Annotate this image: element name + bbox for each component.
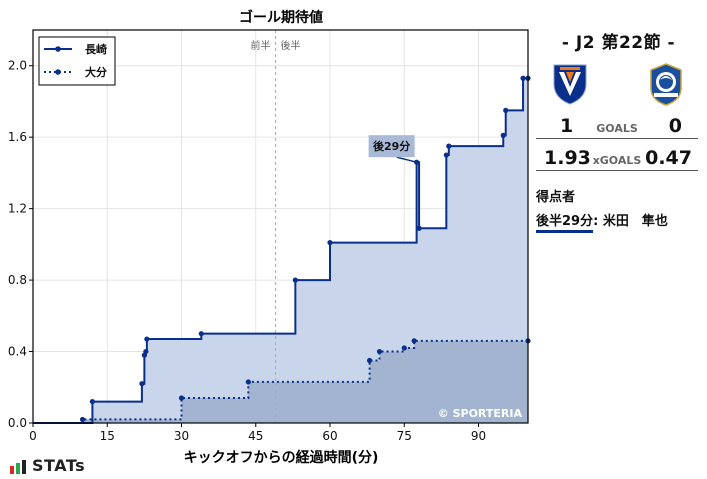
series-1-point-4	[376, 348, 383, 355]
x-tick-label-4: 60	[322, 429, 337, 443]
scorer-entry: 後半29分: 米田 隼也	[536, 210, 668, 233]
first-half-label: 前半	[251, 39, 271, 52]
y-tick-label-1: 0.4	[8, 345, 27, 359]
stats-bars-icon	[10, 460, 26, 474]
legend-label-1: 大分	[85, 65, 107, 79]
area-fill-series-1	[33, 340, 528, 423]
y-tick-label-2: 0.8	[8, 273, 27, 287]
series-0-point-5	[198, 331, 204, 337]
x-tick-label-2: 30	[174, 429, 189, 443]
legend-marker-1	[55, 69, 61, 75]
area-fills	[33, 78, 528, 424]
scorers-title: 得点者	[536, 190, 576, 205]
series-0-point-6	[292, 277, 298, 283]
area-fill-series-0	[33, 78, 528, 424]
series-0-point-0	[89, 398, 95, 405]
series-1-point-3	[367, 357, 373, 364]
y-tick-label-3: 1.2	[8, 202, 27, 216]
y-tick-label-4: 1.6	[8, 130, 27, 144]
legend-label-0: 長崎	[85, 42, 107, 56]
series-0-point-10	[443, 152, 449, 158]
halftime-marker: 前半 後半	[251, 30, 301, 423]
series-1-point-0	[79, 416, 86, 423]
series-0-point-7	[327, 239, 333, 246]
xgoals-row: 1.93 xGOALS 0.47	[536, 147, 698, 171]
annotation-pointer-0	[396, 156, 417, 163]
x-tick-label-3: 45	[248, 429, 263, 443]
series-1-point-5	[401, 345, 407, 351]
match-title: - J2 第22節 -	[561, 33, 676, 53]
away-goals: 0	[668, 115, 682, 137]
scorer-name: : 米田 隼也	[593, 214, 668, 229]
goals-row: 1 GOALS 0	[536, 115, 698, 139]
x-axis-label: キックオフからの経過時間(分)	[184, 449, 379, 466]
series-1-point-6	[411, 338, 417, 344]
scorer-time: 後半29分	[536, 214, 594, 233]
chart-title: ゴール期待値	[239, 9, 323, 26]
v-varen-nagasaki-crest-icon	[553, 64, 587, 105]
y-tick-label-5: 2.0	[8, 59, 27, 73]
series-0-point-12	[500, 132, 506, 138]
second-half-label: 後半	[281, 39, 301, 52]
series-0-point-13	[503, 107, 509, 113]
series-points	[79, 75, 531, 423]
series-0-point-3	[143, 348, 149, 355]
annotation-label-0: 後29分	[373, 139, 410, 153]
series-line-1	[33, 339, 528, 424]
x-tick-label-1: 15	[100, 429, 115, 443]
x-tick-label-6: 90	[471, 429, 486, 443]
series-0-point-9	[416, 225, 422, 231]
axes: 0 15 30 45 60 75 90 0.0 0.4 0.8 1.2 1.6 2.0	[8, 59, 486, 443]
annotations: 後29分	[368, 135, 417, 163]
legend-box	[38, 36, 116, 86]
home-goals: 1	[560, 115, 574, 137]
series-1-point-2	[245, 379, 251, 385]
away-xgoals: 0.47	[645, 147, 692, 169]
legend-marker-0	[55, 46, 61, 52]
plot-frame	[32, 29, 529, 424]
series-0-point-1	[139, 381, 145, 387]
stats-label: STATs	[32, 456, 86, 475]
match-panel: - J2 第22節 - 1 GOALS 0 1.93 xGOALS 0.47 得…	[530, 0, 707, 479]
xgoals-label: xGOALS	[592, 154, 642, 167]
x-tick-label-0: 0	[29, 429, 37, 443]
y-tick-label-0: 0.0	[8, 416, 27, 430]
series-0-point-4	[144, 336, 150, 342]
series-1-point-1	[178, 395, 185, 401]
series-0-point-14	[520, 75, 526, 81]
goals-label: GOALS	[596, 122, 638, 135]
annotation-box-0	[368, 135, 415, 158]
series-0-point-11	[446, 143, 452, 149]
x-tick-label-5: 75	[397, 429, 412, 443]
watermark: © SPORTERIA	[438, 407, 523, 420]
oita-trinita-crest-icon	[650, 63, 682, 106]
home-xgoals: 1.93	[544, 147, 591, 169]
